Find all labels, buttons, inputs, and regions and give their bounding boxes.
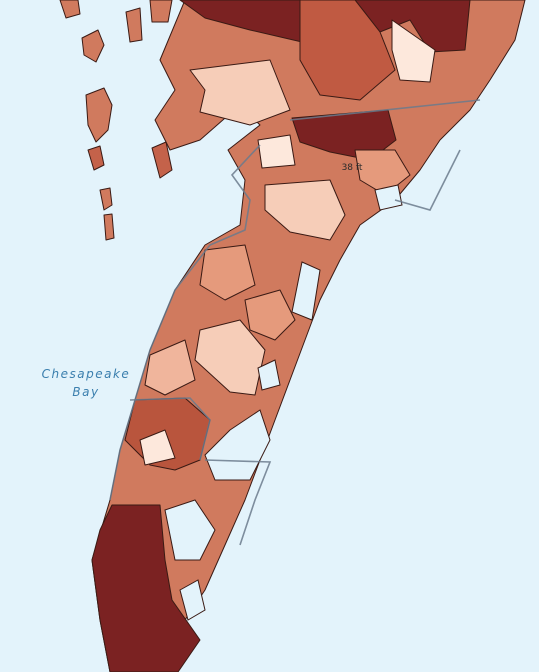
inlet	[257, 359, 281, 391]
island	[59, 0, 81, 19]
inlet	[204, 409, 271, 481]
island	[87, 145, 105, 171]
region-dark	[179, 0, 303, 43]
boundary-line	[129, 397, 211, 461]
region-light	[199, 244, 256, 301]
boundary-line	[109, 144, 261, 501]
island	[151, 141, 173, 179]
region	[299, 0, 396, 101]
water-label: Chesapeake	[42, 367, 131, 381]
island	[149, 0, 173, 23]
region-pale	[139, 429, 176, 466]
boundary-line	[394, 149, 461, 211]
islands	[59, 0, 173, 241]
region-pale	[189, 59, 291, 126]
boundary-line	[289, 99, 481, 121]
region-light	[144, 339, 196, 396]
inlet	[291, 261, 321, 321]
inlet	[374, 184, 403, 211]
region-light	[244, 289, 296, 341]
island	[125, 7, 143, 43]
island	[103, 213, 115, 241]
boundaries	[109, 99, 481, 546]
inlet	[179, 579, 206, 621]
island	[81, 29, 105, 63]
inlets	[164, 184, 403, 621]
boundary-line	[204, 459, 272, 546]
region-pale	[194, 319, 266, 396]
water-label: Bay	[72, 385, 99, 399]
island	[85, 87, 113, 143]
region-pale	[264, 179, 346, 241]
elevation-label: 38 ft	[342, 163, 363, 173]
region-pale	[257, 134, 296, 169]
region-dark	[91, 504, 201, 672]
counties	[91, 0, 526, 672]
island	[99, 187, 113, 211]
region-pale	[391, 19, 436, 83]
inlet	[164, 499, 216, 561]
